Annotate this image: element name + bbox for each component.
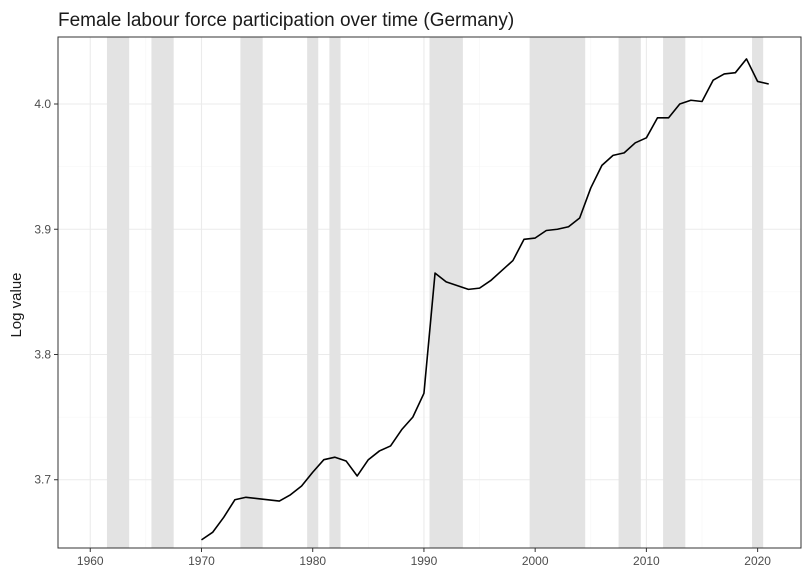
- x-tick-label: 1970: [188, 554, 215, 568]
- shaded-period: [106, 37, 130, 548]
- shaded-period: [329, 37, 341, 548]
- shaded-period: [151, 37, 174, 548]
- shaded-period: [618, 37, 641, 548]
- shaded-period: [240, 37, 263, 548]
- shaded-period: [529, 37, 586, 548]
- y-tick-label: 3.7: [34, 473, 51, 487]
- x-tick-label: 2000: [522, 554, 549, 568]
- plot-area: [57, 36, 802, 549]
- series-line: [201, 58, 769, 541]
- shaded-period: [307, 37, 319, 548]
- x-tick-label: 2020: [744, 554, 771, 568]
- plot-border: [57, 36, 802, 549]
- chart-title: Female labour force participation over t…: [58, 10, 514, 31]
- x-tick-label: 1990: [411, 554, 438, 568]
- y-tick-label: 4.0: [34, 97, 51, 111]
- x-tick-label: 1980: [299, 554, 326, 568]
- x-tick-label: 2010: [633, 554, 660, 568]
- shaded-period: [429, 37, 463, 548]
- x-tick-label: 1960: [77, 554, 104, 568]
- shaded-period: [752, 37, 764, 548]
- y-axis-label: Log value: [8, 272, 25, 337]
- y-tick-label: 3.9: [34, 222, 51, 236]
- y-tick-label: 3.8: [34, 347, 51, 361]
- shaded-period: [663, 37, 686, 548]
